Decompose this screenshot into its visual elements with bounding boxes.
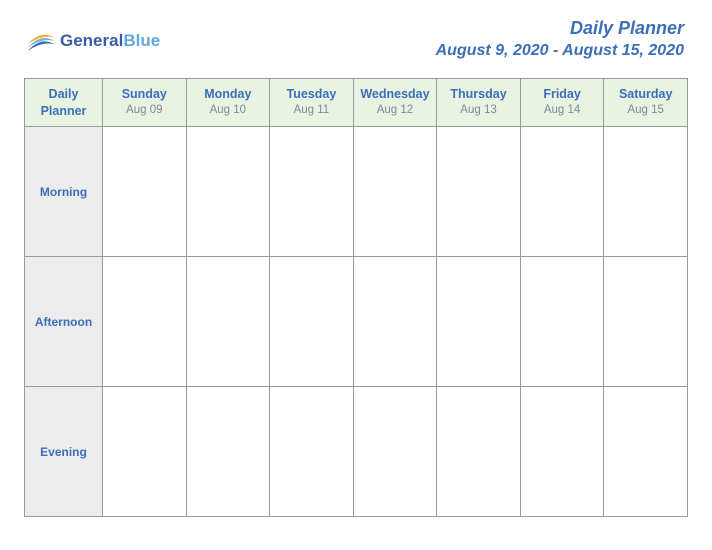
daydate: Aug 10 <box>191 104 266 116</box>
daydate: Aug 14 <box>525 104 600 116</box>
dayname: Sunday <box>107 87 182 101</box>
daydate: Aug 11 <box>274 104 349 116</box>
cell <box>604 257 688 387</box>
dayname: Monday <box>191 87 266 101</box>
cell <box>520 257 604 387</box>
cell <box>520 387 604 517</box>
cell <box>437 387 521 517</box>
cell <box>103 257 187 387</box>
cell <box>186 387 270 517</box>
daydate: Aug 09 <box>107 104 182 116</box>
cell <box>437 127 521 257</box>
page-title: Daily Planner <box>436 18 684 39</box>
rowlabel-evening: Evening <box>25 387 103 517</box>
logo-swoosh-icon <box>24 24 58 58</box>
rowlabel-morning: Morning <box>25 127 103 257</box>
col-header-monday: Monday Aug 10 <box>186 79 270 127</box>
daydate: Aug 15 <box>608 104 683 116</box>
daydate: Aug 12 <box>358 104 433 116</box>
corner-label-1: Daily <box>29 86 98 102</box>
cell <box>353 127 437 257</box>
title-block: Daily Planner August 9, 2020 - August 15… <box>436 18 688 60</box>
logo-word-general: General <box>60 31 123 51</box>
page-header: General Blue Daily Planner August 9, 202… <box>24 18 688 60</box>
col-header-thursday: Thursday Aug 13 <box>437 79 521 127</box>
logo: General Blue <box>24 18 160 58</box>
cell <box>186 257 270 387</box>
cell <box>103 127 187 257</box>
col-header-friday: Friday Aug 14 <box>520 79 604 127</box>
logo-word-blue: Blue <box>123 31 160 51</box>
rowlabel-afternoon: Afternoon <box>25 257 103 387</box>
cell <box>270 257 354 387</box>
cell <box>353 257 437 387</box>
row-evening: Evening <box>25 387 688 517</box>
col-header-tuesday: Tuesday Aug 11 <box>270 79 354 127</box>
col-header-saturday: Saturday Aug 15 <box>604 79 688 127</box>
date-range: August 9, 2020 - August 15, 2020 <box>436 42 684 60</box>
cell <box>103 387 187 517</box>
cell <box>437 257 521 387</box>
cell <box>186 127 270 257</box>
dayname: Tuesday <box>274 87 349 101</box>
dayname: Friday <box>525 87 600 101</box>
row-morning: Morning <box>25 127 688 257</box>
cell <box>353 387 437 517</box>
corner-label-2: Planner <box>29 103 98 119</box>
planner-table: Daily Planner Sunday Aug 09 Monday Aug 1… <box>24 78 688 517</box>
corner-cell: Daily Planner <box>25 79 103 127</box>
row-afternoon: Afternoon <box>25 257 688 387</box>
daydate: Aug 13 <box>441 104 516 116</box>
dayname: Thursday <box>441 87 516 101</box>
cell <box>604 387 688 517</box>
dayname: Saturday <box>608 87 683 101</box>
cell <box>270 387 354 517</box>
header-row: Daily Planner Sunday Aug 09 Monday Aug 1… <box>25 79 688 127</box>
col-header-wednesday: Wednesday Aug 12 <box>353 79 437 127</box>
cell <box>270 127 354 257</box>
cell <box>604 127 688 257</box>
col-header-sunday: Sunday Aug 09 <box>103 79 187 127</box>
logo-text: General Blue <box>60 31 160 51</box>
cell <box>520 127 604 257</box>
dayname: Wednesday <box>358 87 433 101</box>
